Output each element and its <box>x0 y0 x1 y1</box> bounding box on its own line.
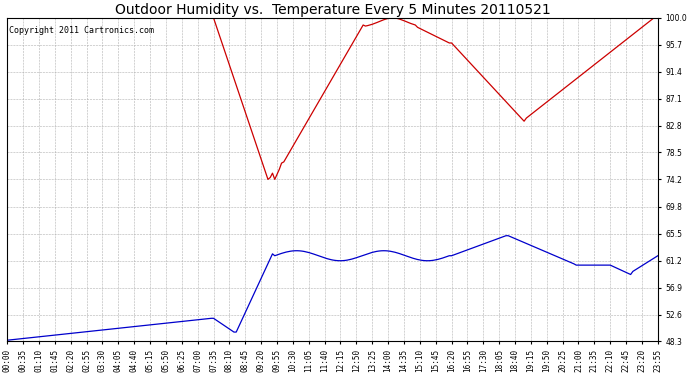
Title: Outdoor Humidity vs.  Temperature Every 5 Minutes 20110521: Outdoor Humidity vs. Temperature Every 5… <box>115 3 551 17</box>
Text: Copyright 2011 Cartronics.com: Copyright 2011 Cartronics.com <box>8 26 154 35</box>
